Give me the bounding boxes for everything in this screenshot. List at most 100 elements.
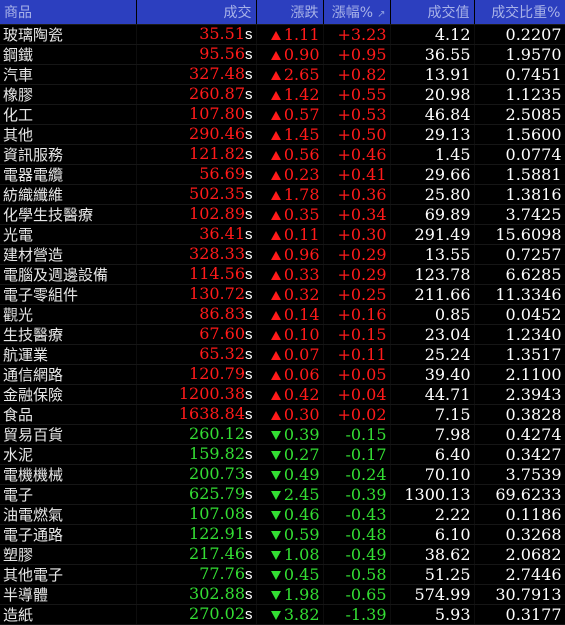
sector-name-cell: 電子零組件 xyxy=(0,284,137,305)
triangle-down-icon xyxy=(270,610,281,620)
pct-cell: +0.16 xyxy=(323,304,391,325)
change-value: 0.07 xyxy=(283,344,320,364)
change-cell: 1.45 xyxy=(256,124,324,145)
pct-cell: +0.95 xyxy=(323,44,391,65)
table-row[interactable]: 生技醫療 67.60s 0.10 +0.15 23.04 1.2340 xyxy=(0,324,565,345)
volume-cell: 4.12 xyxy=(390,24,475,45)
change-cell: 0.27 xyxy=(256,444,324,465)
price-cell: 95.56s xyxy=(136,44,257,65)
table-row[interactable]: 資訊服務 121.82s 0.56 +0.46 1.45 0.0774 xyxy=(0,144,565,165)
triangle-up-icon xyxy=(270,270,281,280)
table-row[interactable]: 其他電子 77.76s 0.45 -0.58 51.25 2.7446 xyxy=(0,564,565,585)
change-cell: 0.46 xyxy=(256,504,324,525)
pct-cell: +0.82 xyxy=(323,64,391,85)
table-row[interactable]: 電腦及週邊設備 114.56s 0.33 +0.29 123.78 6.6285 xyxy=(0,264,565,285)
price-value: 290.46 xyxy=(189,124,245,143)
change-cell: 0.11 xyxy=(256,224,324,245)
table-row[interactable]: 玻璃陶瓷 35.51s 1.11 +3.23 4.12 0.2207 xyxy=(0,24,565,45)
triangle-down-icon xyxy=(270,430,281,440)
price-value: 35.51 xyxy=(199,24,245,43)
change-value: 0.30 xyxy=(283,404,320,424)
sector-name-cell: 電腦及週邊設備 xyxy=(0,264,137,285)
column-header-pct[interactable]: 漲幅% ↗ xyxy=(323,0,391,25)
table-row[interactable]: 電子 625.79s 2.45 -0.39 1300.13 69.6233 xyxy=(0,484,565,505)
table-row[interactable]: 水泥 159.82s 0.27 -0.17 6.40 0.3427 xyxy=(0,444,565,465)
change-cell: 0.10 xyxy=(256,324,324,345)
sector-name-cell: 航運業 xyxy=(0,344,137,365)
triangle-up-icon xyxy=(270,170,281,180)
ratio-cell: 2.0682 xyxy=(474,544,565,565)
triangle-down-icon xyxy=(270,590,281,600)
table-row[interactable]: 塑膠 217.46s 1.08 -0.49 38.62 2.0682 xyxy=(0,544,565,565)
volume-cell: 0.85 xyxy=(390,304,475,325)
ratio-cell: 1.9570 xyxy=(474,44,565,65)
ratio-cell: 0.0774 xyxy=(474,144,565,165)
price-unit: s xyxy=(245,546,253,563)
table-row[interactable]: 橡膠 260.87s 1.42 +0.55 20.98 1.1235 xyxy=(0,84,565,105)
sector-name-cell: 電器電纜 xyxy=(0,164,137,185)
sector-name-cell: 塑膠 xyxy=(0,544,137,565)
column-header-change[interactable]: 漲跌 xyxy=(256,0,324,25)
table-row[interactable]: 通信網路 120.79s 0.06 +0.05 39.40 2.1100 xyxy=(0,364,565,385)
ratio-cell: 1.5881 xyxy=(474,164,565,185)
triangle-down-icon xyxy=(270,490,281,500)
volume-cell: 20.98 xyxy=(390,84,475,105)
pct-cell: +0.41 xyxy=(323,164,391,185)
table-row[interactable]: 化工 107.80s 0.57 +0.53 46.84 2.5085 xyxy=(0,104,565,125)
table-row[interactable]: 電器電纜 56.69s 0.23 +0.41 29.66 1.5881 xyxy=(0,164,565,185)
sector-name-cell: 造紙 xyxy=(0,604,137,625)
table-row[interactable]: 電子通路 122.91s 0.59 -0.48 6.10 0.3268 xyxy=(0,524,565,545)
triangle-down-icon xyxy=(270,550,281,560)
table-row[interactable]: 金融保險 1200.38s 0.42 +0.04 44.71 2.3943 xyxy=(0,384,565,405)
ratio-cell: 11.3346 xyxy=(474,284,565,305)
table-row[interactable]: 鋼鐵 95.56s 0.90 +0.95 36.55 1.9570 xyxy=(0,44,565,65)
table-row[interactable]: 航運業 65.32s 0.07 +0.11 25.24 1.3517 xyxy=(0,344,565,365)
column-header-volume[interactable]: 成交值 xyxy=(390,0,475,25)
table-row[interactable]: 貿易百貨 260.12s 0.39 -0.15 7.98 0.4274 xyxy=(0,424,565,445)
column-header-price[interactable]: 成交 xyxy=(136,0,257,25)
volume-cell: 5.93 xyxy=(390,604,475,625)
table-row[interactable]: 汽車 327.48s 2.65 +0.82 13.91 0.7451 xyxy=(0,64,565,85)
table-row[interactable]: 電子零組件 130.72s 0.32 +0.25 211.66 11.3346 xyxy=(0,284,565,305)
pct-cell: -0.49 xyxy=(323,544,391,565)
table-row[interactable]: 觀光 86.83s 0.14 +0.16 0.85 0.0452 xyxy=(0,304,565,325)
ratio-cell: 0.3828 xyxy=(474,404,565,425)
pct-cell: +0.55 xyxy=(323,84,391,105)
table-row[interactable]: 紡織纖維 502.35s 1.78 +0.36 25.80 1.3816 xyxy=(0,184,565,205)
price-cell: 102.89s xyxy=(136,204,257,225)
table-row[interactable]: 電機機械 200.73s 0.49 -0.24 70.10 3.7539 xyxy=(0,464,565,485)
change-cell: 2.65 xyxy=(256,64,324,85)
column-header-ratio[interactable]: 成交比重% xyxy=(474,0,565,25)
price-unit: s xyxy=(245,286,253,303)
sector-name-cell: 電子通路 xyxy=(0,524,137,545)
price-value: 114.56 xyxy=(189,264,245,283)
table-row[interactable]: 食品 1638.84s 0.30 +0.02 7.15 0.3828 xyxy=(0,404,565,425)
table-row[interactable]: 半導體 302.88s 1.98 -0.65 574.99 30.7913 xyxy=(0,584,565,605)
price-cell: 159.82s xyxy=(136,444,257,465)
triangle-down-icon xyxy=(270,530,281,540)
pct-cell: +3.23 xyxy=(323,24,391,45)
table-row[interactable]: 油電燃氣 107.08s 0.46 -0.43 2.22 0.1186 xyxy=(0,504,565,525)
table-row[interactable]: 化學生技醫療 102.89s 0.35 +0.34 69.89 3.7425 xyxy=(0,204,565,225)
price-value: 107.08 xyxy=(189,504,245,523)
volume-cell: 51.25 xyxy=(390,564,475,585)
price-cell: 107.80s xyxy=(136,104,257,125)
sector-name-cell: 貿易百貨 xyxy=(0,424,137,445)
price-value: 95.56 xyxy=(199,44,245,63)
table-row[interactable]: 光電 36.41s 0.11 +0.30 291.49 15.6098 xyxy=(0,224,565,245)
pct-cell: -0.39 xyxy=(323,484,391,505)
price-cell: 65.32s xyxy=(136,344,257,365)
price-unit: s xyxy=(245,526,253,543)
change-value: 0.39 xyxy=(283,424,320,444)
table-row[interactable]: 造紙 270.02s 3.82 -1.39 5.93 0.3177 xyxy=(0,604,565,625)
change-value: 0.96 xyxy=(283,244,320,264)
price-unit: s xyxy=(245,206,253,223)
change-cell: 0.23 xyxy=(256,164,324,185)
price-cell: 35.51s xyxy=(136,24,257,45)
volume-cell: 1.45 xyxy=(390,144,475,165)
change-value: 1.11 xyxy=(283,24,320,44)
table-row[interactable]: 其他 290.46s 1.45 +0.50 29.13 1.5600 xyxy=(0,124,565,145)
column-header-name[interactable]: 商品 xyxy=(0,0,137,25)
price-value: 36.41 xyxy=(199,224,245,243)
table-row[interactable]: 建材營造 328.33s 0.96 +0.29 13.55 0.7257 xyxy=(0,244,565,265)
